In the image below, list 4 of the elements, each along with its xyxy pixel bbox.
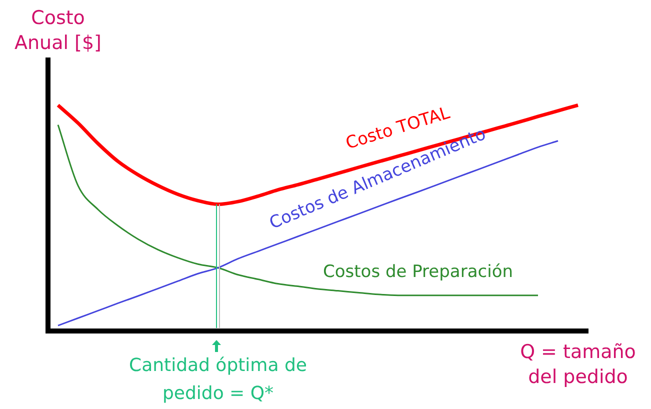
y-axis-title: Costo Anual [$] (14, 6, 102, 56)
text: Cantidad óptima de pedido = Q* (128, 354, 308, 406)
x-axis-title: Q = tamaño del pedido (519, 340, 637, 390)
series-label: Costos de Preparación (323, 262, 513, 282)
